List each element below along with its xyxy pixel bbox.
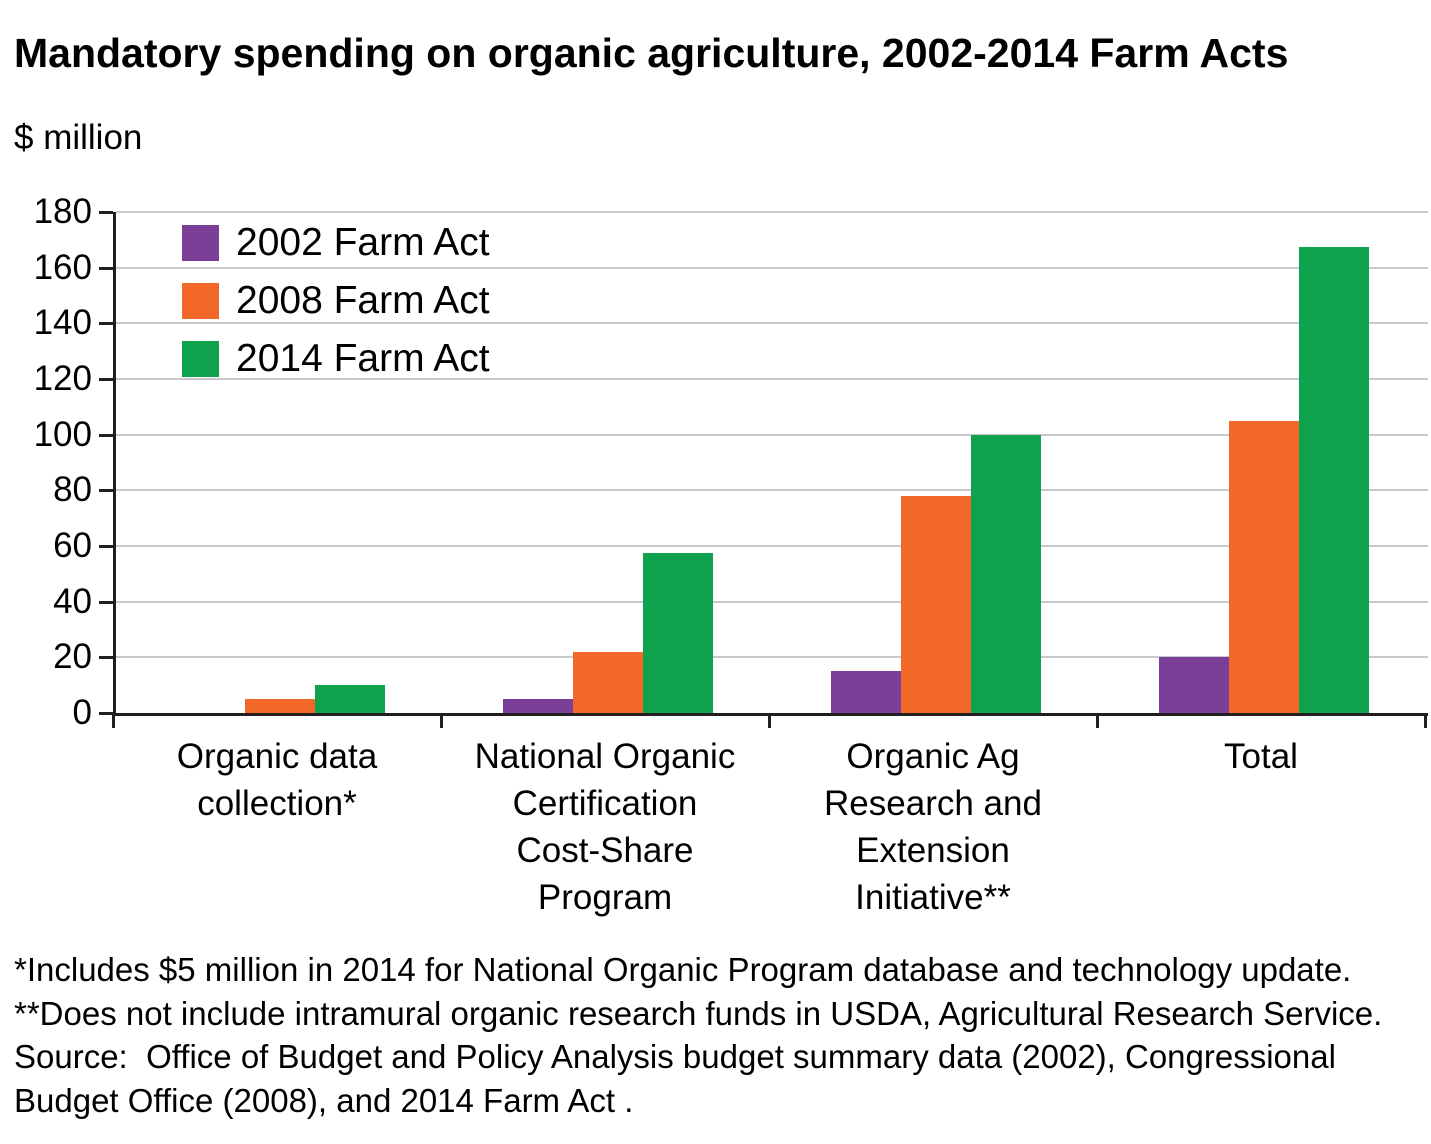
x-tick-mark-2 xyxy=(768,715,771,728)
y-tick-mark-160 xyxy=(99,266,113,270)
gridline-120 xyxy=(116,378,1428,380)
bar-group-organic-ag-research-and-extension-initiative xyxy=(772,212,1100,713)
footnote-1: *Includes $5 million in 2014 for Nationa… xyxy=(14,951,1352,988)
bar-group-national-organic-certification-cost-share-program xyxy=(444,212,772,713)
chart-title: Mandatory spending on organic agricultur… xyxy=(14,30,1289,76)
x-axis-category-labels: Organic data collection* National Organic C… xyxy=(113,733,1425,921)
y-tick-label-0: 0 xyxy=(72,693,92,732)
y-tick-mark-120 xyxy=(99,378,113,381)
y-tick-label-160: 160 xyxy=(33,247,92,287)
y-tick-label-80: 80 xyxy=(53,470,92,510)
gridline-20 xyxy=(116,656,1428,659)
y-axis-unit-label: $ million xyxy=(14,118,143,157)
footnote-2: **Does not include intramural organic re… xyxy=(14,994,1383,1032)
gridline-100 xyxy=(116,433,1428,436)
legend-item-2002-farm-act: 2002 Farm Act xyxy=(182,221,490,264)
x-tick-mark-3 xyxy=(1096,715,1099,728)
legend-label-2014-farm-act: 2014 Farm Act xyxy=(236,337,490,380)
bar-2002-farm-act-organic-ag-research-and-extension-initiative xyxy=(831,671,901,713)
y-tick-mark-100 xyxy=(99,433,113,437)
gridline-140 xyxy=(116,322,1428,325)
bar-2002-farm-act-national-organic-certification-cost-share-program xyxy=(503,699,573,713)
gridline-60 xyxy=(116,545,1428,547)
bar-2008-farm-act-organic-ag-research-and-extension-initiative xyxy=(901,496,971,713)
y-tick-label-140: 140 xyxy=(33,303,92,343)
legend-item-2008-farm-act: 2008 Farm Act xyxy=(182,279,490,322)
y-tick-mark-40 xyxy=(99,600,113,604)
y-tick-mark-60 xyxy=(99,545,113,548)
y-tick-label-180: 180 xyxy=(33,192,92,231)
y-tick-label-60: 60 xyxy=(53,526,92,565)
bar-2014-farm-act-organic-data-collection xyxy=(315,685,385,713)
y-tick-label-100: 100 xyxy=(33,414,92,454)
legend: 2002 Farm Act 2008 Farm Act 2014 Farm Act xyxy=(182,221,490,398)
y-tick-mark-20 xyxy=(99,656,113,660)
gridline-40 xyxy=(116,600,1428,603)
x-tick-mark-0 xyxy=(112,715,115,728)
footnotes: *Includes $5 million in 2014 for Nationa… xyxy=(14,948,1422,1122)
x-category-label-organic-ag-research-and-extension-initiative: Organic Ag Research and Extension Initiativ… xyxy=(824,737,1042,917)
x-category-label-total: Total xyxy=(1224,737,1298,776)
legend-label-2002-farm-act: 2002 Farm Act xyxy=(236,221,490,264)
y-tick-label-20: 20 xyxy=(53,637,92,677)
y-tick-mark-80 xyxy=(99,489,113,493)
gridline-160 xyxy=(116,266,1428,269)
y-tick-mark-180 xyxy=(99,211,113,214)
bar-2008-farm-act-total xyxy=(1229,421,1299,713)
x-category-label-national-organic-certification-cost-share-program: National Organic Certification Cost-Share P… xyxy=(474,737,736,917)
bar-2014-farm-act-organic-ag-research-and-extension-initiative xyxy=(971,435,1041,713)
bar-group-total xyxy=(1100,212,1428,713)
bar-2002-farm-act-total xyxy=(1159,657,1229,713)
legend-swatch-2014-farm-act xyxy=(182,341,219,377)
footnote-3: Source: Office of Budget and Policy Anal… xyxy=(14,1038,1346,1119)
gridline-80 xyxy=(116,489,1428,492)
bar-2014-farm-act-total xyxy=(1299,247,1369,713)
plot-area: 2002 Farm Act 2008 Farm Act 2014 Farm Act xyxy=(113,211,1428,716)
bar-series-area xyxy=(116,212,1428,713)
legend-swatch-2002-farm-act xyxy=(182,225,219,261)
x-tick-mark-1 xyxy=(440,715,443,728)
bar-group-organic-data-collection xyxy=(116,212,444,713)
y-tick-mark-140 xyxy=(99,322,113,326)
y-tick-label-40: 40 xyxy=(53,581,92,621)
bar-2014-farm-act-national-organic-certification-cost-share-program xyxy=(643,553,713,713)
gridline-180 xyxy=(116,211,1428,213)
x-category-label-organic-data-collection: Organic data collection* xyxy=(176,737,378,823)
bar-2008-farm-act-organic-data-collection xyxy=(245,699,315,713)
legend-item-2014-farm-act: 2014 Farm Act xyxy=(182,337,490,380)
x-tick-mark-4 xyxy=(1424,715,1427,728)
legend-label-2008-farm-act: 2008 Farm Act xyxy=(236,279,490,322)
y-tick-label-120: 120 xyxy=(33,359,92,398)
y-tick-mark-0 xyxy=(99,712,113,715)
legend-swatch-2008-farm-act xyxy=(182,283,219,319)
bar-2008-farm-act-national-organic-certification-cost-share-program xyxy=(573,652,643,713)
